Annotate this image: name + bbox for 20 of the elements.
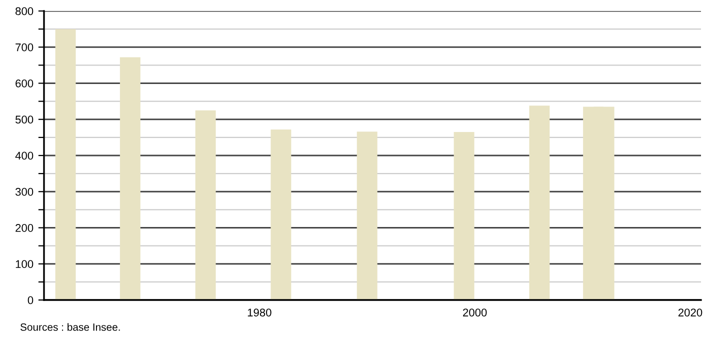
y-tick-label: 400 xyxy=(15,152,34,160)
y-tick-label: 0 xyxy=(28,296,34,304)
bar xyxy=(195,110,216,300)
bar xyxy=(529,106,550,300)
y-tick-label: 800 xyxy=(16,7,34,16)
bar xyxy=(270,129,292,300)
y-tick-label: 200 xyxy=(16,224,34,232)
bar xyxy=(356,132,378,300)
x-tick-label: 1980 xyxy=(248,308,272,316)
y-tick-label: 500 xyxy=(15,116,34,124)
y-tick-label: 100 xyxy=(16,260,34,268)
y-tick-label: 700 xyxy=(16,43,34,52)
source-note: Sources : base Insee. xyxy=(20,323,120,331)
bar xyxy=(55,29,76,300)
x-tick-label: 2000 xyxy=(463,308,487,316)
y-tick-label: 300 xyxy=(15,188,34,196)
y-tick-label: 600 xyxy=(16,80,34,88)
bar xyxy=(120,57,140,300)
x-tick-label: 2020 xyxy=(678,308,702,316)
bar xyxy=(454,132,474,300)
